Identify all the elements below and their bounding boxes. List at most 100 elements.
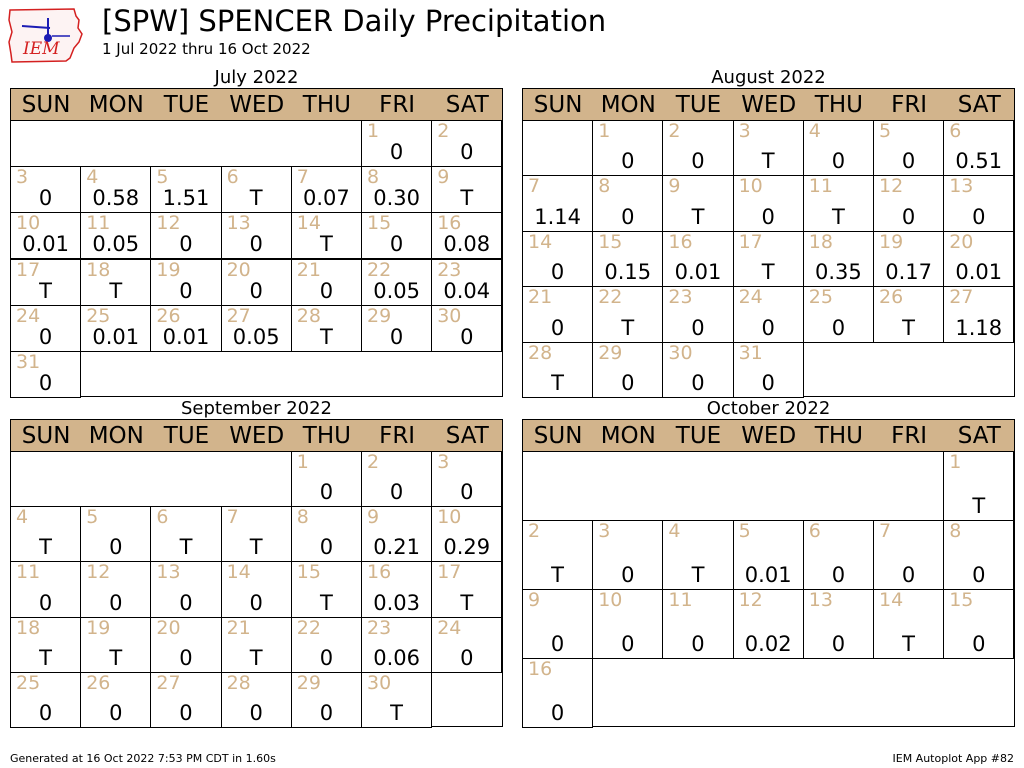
- precip-value: 0: [249, 232, 263, 257]
- day-number: 16: [437, 212, 462, 235]
- day-number: 19: [86, 616, 111, 639]
- precip-value: 1.18: [955, 315, 1003, 340]
- weekday-label: FRI: [891, 92, 928, 118]
- day-number: 8: [367, 166, 380, 189]
- precip-value: 0.01: [674, 260, 722, 285]
- precip-value: 1.51: [162, 186, 210, 211]
- day-number: 15: [367, 212, 392, 235]
- day-cell: 28 T: [522, 341, 594, 398]
- weekday-header: SUN MON TUE WED THU FRI SAT: [11, 420, 502, 452]
- day-cell: 15 0: [361, 212, 433, 260]
- day-cell: 8 0.30: [361, 166, 433, 214]
- day-number: 17: [437, 561, 462, 584]
- weekday-label: FRI: [891, 423, 928, 449]
- precip-value: 0: [249, 278, 263, 303]
- day-number: 24: [437, 616, 462, 639]
- day-cell: 4 0.58: [80, 166, 152, 214]
- day-number: 12: [738, 589, 763, 611]
- precip-value: T: [249, 186, 263, 211]
- day-cell: 25 0: [10, 671, 82, 728]
- day-cell: 18 0.35: [802, 230, 874, 288]
- weekday-label: TUE: [163, 92, 210, 118]
- day-cell: 22 0.05: [361, 258, 433, 306]
- weekday-label: TUE: [163, 423, 210, 449]
- precip-value: T: [109, 645, 123, 670]
- precip-value: 0.30: [373, 186, 420, 211]
- day-cell: 16 0: [522, 658, 594, 728]
- weekday-label: WED: [741, 92, 797, 118]
- precip-value: 1.14: [534, 204, 581, 229]
- day-number: 3: [598, 520, 611, 542]
- precip-value: 0.07: [303, 186, 350, 211]
- precip-value: 0: [389, 480, 404, 505]
- day-number: 17: [16, 258, 41, 281]
- day-cell: 20 0: [150, 616, 222, 673]
- day-number: 22: [367, 258, 392, 281]
- precip-value: 0.29: [443, 535, 491, 560]
- precip-value: 0: [460, 645, 474, 670]
- weekday-label: SAT: [445, 423, 489, 449]
- precip-value: T: [551, 370, 564, 395]
- month-calendar: SUN MON TUE WED THU FRI SAT 1 T 2 T 3 0 4 T 5 0.01 6 0 7 0 8 0…: [522, 419, 1015, 728]
- day-cell: 31 0: [732, 341, 804, 398]
- precip-value: 0: [179, 278, 193, 303]
- generated-timestamp: Generated at 16 Oct 2022 7:53 PM CDT in …: [10, 752, 276, 765]
- weekday-label: SUN: [21, 423, 71, 449]
- precip-value: 0: [831, 149, 846, 174]
- precip-value: 0: [179, 645, 193, 670]
- precip-value: 0.01: [92, 324, 140, 349]
- day-number: 15: [296, 561, 321, 584]
- precip-value: 0: [179, 232, 193, 257]
- day-cell: 26 T: [873, 286, 945, 343]
- day-cell: 23 0.06: [361, 616, 433, 673]
- day-number: 24: [738, 286, 763, 309]
- precip-value: 0: [460, 480, 474, 505]
- day-cell: 14 0: [522, 230, 594, 288]
- day-number: 4: [668, 520, 681, 542]
- precip-value: 0.04: [443, 278, 491, 303]
- day-number: 8: [949, 520, 962, 542]
- precip-value: T: [761, 149, 775, 174]
- day-cell: 19 T: [80, 616, 152, 673]
- day-number: 11: [86, 212, 111, 235]
- day-cell: 14 T: [290, 212, 362, 260]
- day-cell: 31 0: [10, 350, 82, 398]
- day-number: 28: [296, 304, 321, 327]
- day-number: 5: [738, 520, 751, 542]
- day-number: 11: [668, 589, 693, 611]
- precip-value: 0: [179, 590, 193, 615]
- precip-value: 0: [621, 370, 635, 395]
- weekday-label: THU: [814, 92, 863, 118]
- precip-value: 0: [460, 324, 474, 349]
- day-cell: 11 0.05: [80, 212, 152, 260]
- day-cell: 30 0: [431, 304, 503, 352]
- day-number: 7: [528, 175, 541, 198]
- day-cell: 5 1.51: [150, 166, 222, 214]
- day-number: 13: [156, 561, 181, 584]
- day-cell: 13 0: [943, 175, 1015, 232]
- weekday-label: SAT: [445, 92, 489, 118]
- day-number: 4: [808, 120, 821, 142]
- precip-value: 0.02: [744, 632, 792, 656]
- day-number: 10: [738, 175, 763, 198]
- day-number: 10: [598, 589, 623, 611]
- day-cell: 28 T: [290, 304, 362, 352]
- day-cell: 18 T: [80, 258, 152, 306]
- precip-value: 0.01: [744, 563, 792, 587]
- day-cell: 30 0: [662, 341, 734, 398]
- precip-value: T: [179, 535, 193, 560]
- precip-value: 0: [691, 315, 705, 340]
- weekday-label: SAT: [957, 92, 1001, 118]
- day-number: 27: [949, 286, 974, 309]
- day-number: 4: [16, 506, 29, 529]
- precip-value: T: [621, 315, 635, 340]
- precip-value: 0: [38, 370, 53, 395]
- month-title: October 2022: [706, 398, 831, 419]
- precip-value: 0.08: [443, 232, 491, 257]
